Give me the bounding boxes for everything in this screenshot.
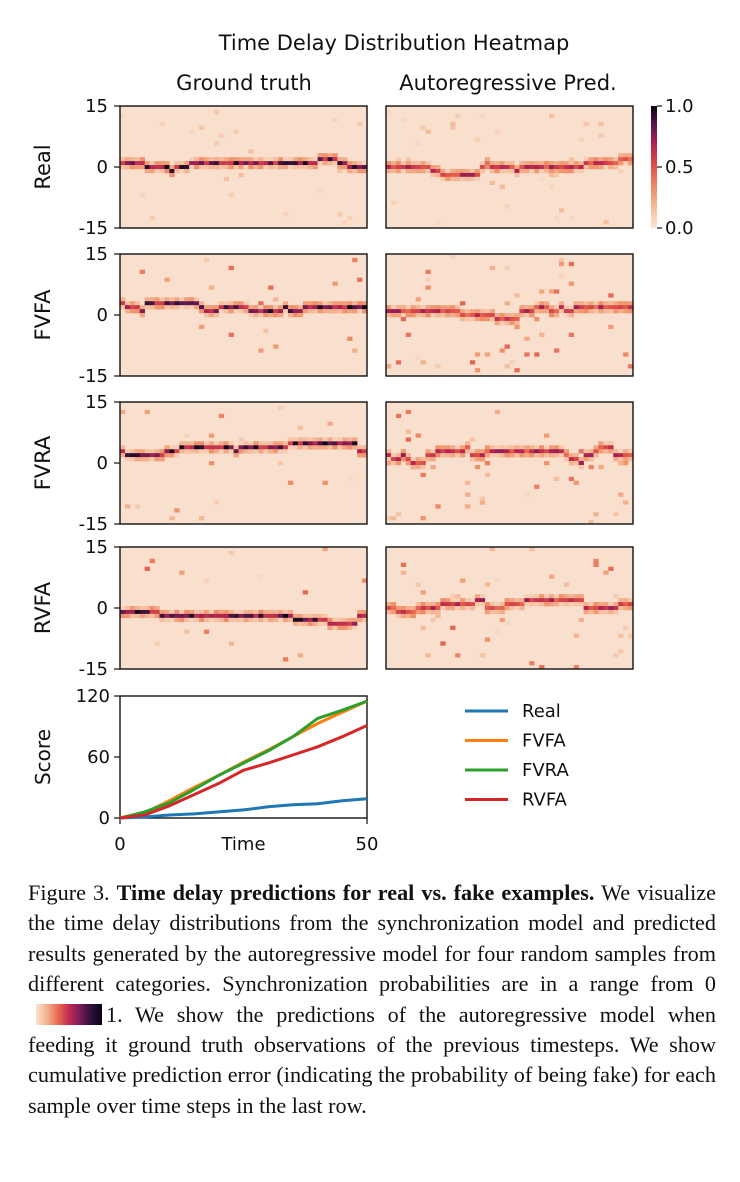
colorbar-tick-label: 1.0: [665, 96, 694, 117]
y-tick-label: 0: [97, 157, 108, 178]
chart-legend: Real FVFA FVRA RVFA: [465, 701, 569, 811]
y-axis-tick-label: 60: [87, 747, 110, 768]
col-title-autoregressive: Autoregressive Pred.: [399, 71, 616, 95]
legend-label-real: Real: [522, 701, 561, 722]
y-tick-label: 15: [85, 96, 108, 117]
row-label-fvfa: FVFA: [31, 289, 55, 341]
y-tick-label: -15: [79, 659, 108, 680]
series-line-real: [119, 797, 368, 820]
figure-caption: Figure 3. Time delay predictions for rea…: [28, 878, 716, 1121]
y-axis-tick-label: 120: [76, 686, 110, 707]
y-tick-label: -15: [79, 218, 108, 239]
heatmap-fvfa-ground-truth: [119, 253, 368, 377]
heatmap-fvra-ground-truth: [119, 401, 368, 525]
caption-heading: Time delay predictions for real vs. fake…: [116, 880, 595, 905]
colorbar-tick-label: 0.5: [665, 157, 694, 178]
colorbar: 1.0 0.5 0.0: [651, 96, 694, 239]
score-line-chart: 0 60 120 0 50 Time Score: [31, 686, 378, 855]
caption-label: Figure 3.: [28, 880, 110, 905]
x-axis-tick-label: 50: [356, 834, 379, 855]
heatmap-rvfa-prediction: [385, 546, 634, 670]
col-title-ground-truth: Ground truth: [176, 71, 312, 95]
y-tick-label: 0: [97, 453, 108, 474]
caption-text-1: We visualize the time delay distribution…: [28, 880, 716, 997]
y-tick-label: 0: [97, 598, 108, 619]
y-tick-label: 15: [85, 244, 108, 265]
heatmap-rvfa-ground-truth: [119, 546, 368, 670]
heatmap-fvra-prediction: [385, 401, 634, 525]
colorbar-tick-label: 0.0: [665, 218, 694, 239]
heatmap-real-prediction: [385, 105, 634, 229]
y-tick-label: 15: [85, 392, 108, 413]
caption-colorbar-swatch: [36, 1003, 102, 1025]
x-axis-label: Time: [220, 834, 265, 855]
series-line-rvfa: [119, 724, 368, 820]
y-axis-label: Score: [31, 729, 55, 785]
figure-title: Time Delay Distribution Heatmap: [218, 31, 570, 55]
row-label-real: Real: [31, 144, 55, 189]
x-axis-tick-label: 0: [114, 834, 125, 855]
caption-text-2: 1. We show the predictions of the autore…: [28, 1001, 716, 1118]
y-tick-label: 0: [97, 305, 108, 326]
series-line-fvra: [119, 699, 368, 820]
y-tick-label: 15: [85, 537, 108, 558]
heatmap-real-ground-truth: [119, 105, 368, 229]
y-tick-label: -15: [79, 514, 108, 535]
row-label-rvfa: RVFA: [31, 581, 55, 634]
row-label-fvra: FVRA: [31, 435, 55, 490]
legend-label-rvfa: RVFA: [522, 790, 568, 811]
legend-label-fvra: FVRA: [522, 760, 569, 781]
y-tick-label: -15: [79, 366, 108, 387]
heatmap-fvfa-prediction: [385, 253, 634, 377]
y-axis-tick-label: 0: [99, 808, 110, 829]
legend-label-fvfa: FVFA: [522, 731, 566, 752]
figure: Time Delay Distribution Heatmap Ground t…: [31, 31, 694, 855]
